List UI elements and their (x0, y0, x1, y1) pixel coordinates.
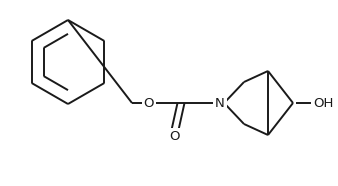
Text: O: O (170, 129, 180, 142)
Text: O: O (144, 97, 154, 110)
Text: OH: OH (313, 97, 333, 110)
Text: N: N (215, 97, 225, 110)
